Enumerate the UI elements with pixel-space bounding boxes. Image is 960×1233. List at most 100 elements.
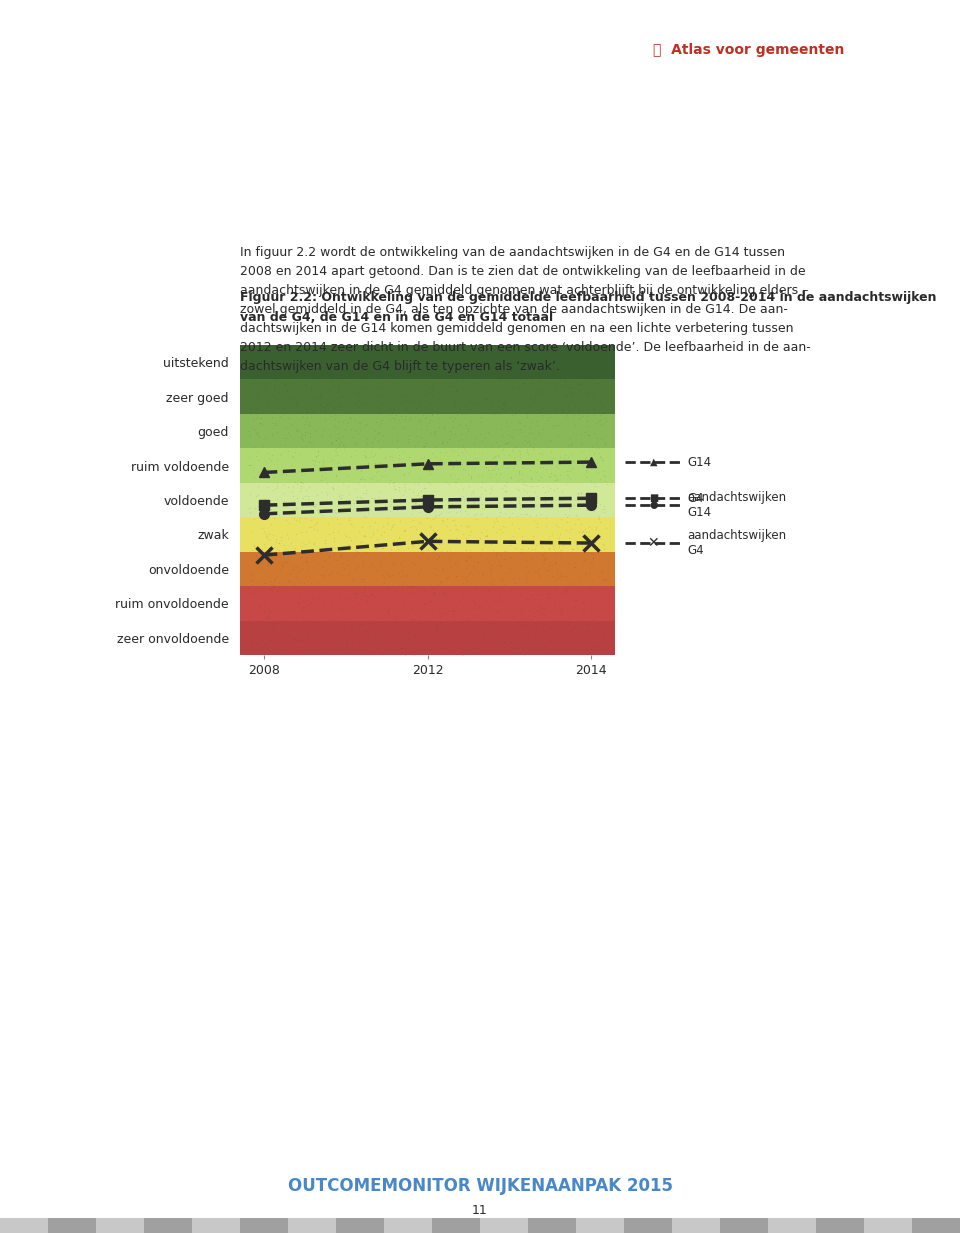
Point xyxy=(262,555,277,575)
Point xyxy=(476,609,492,629)
Point xyxy=(489,545,504,565)
Point xyxy=(299,567,314,587)
Point xyxy=(272,374,287,393)
Point xyxy=(429,520,444,540)
Point xyxy=(579,525,594,545)
Point xyxy=(438,582,453,602)
Point xyxy=(401,448,417,467)
Point xyxy=(288,365,303,385)
Point xyxy=(331,399,347,419)
Point xyxy=(313,460,328,480)
Point xyxy=(502,343,517,363)
Point xyxy=(562,528,577,547)
Point xyxy=(550,567,565,587)
Point xyxy=(469,497,485,517)
Point xyxy=(411,613,426,633)
Point xyxy=(492,369,507,388)
Point xyxy=(259,636,275,656)
Point xyxy=(318,533,333,552)
Point xyxy=(248,424,263,444)
Point xyxy=(475,356,491,376)
Point xyxy=(473,598,489,618)
Point xyxy=(498,477,514,497)
Point xyxy=(520,629,536,649)
Point xyxy=(285,448,300,467)
Point xyxy=(473,412,489,432)
Point xyxy=(411,396,426,416)
Point xyxy=(308,387,324,407)
Point xyxy=(259,337,275,356)
Point xyxy=(380,508,396,528)
Point xyxy=(522,418,538,438)
Point xyxy=(349,473,365,493)
Point xyxy=(596,503,612,523)
Point xyxy=(421,382,437,402)
Point xyxy=(521,359,537,379)
Point xyxy=(579,412,594,432)
Point xyxy=(533,363,548,382)
Point xyxy=(596,583,612,603)
Point xyxy=(243,637,258,657)
Point xyxy=(243,427,258,446)
Point xyxy=(302,423,318,443)
Point xyxy=(263,460,278,480)
Point xyxy=(301,477,317,497)
Point xyxy=(511,518,526,538)
Point xyxy=(317,593,332,613)
Text: OUTCOMEMONITOR WIJKENAANPAK 2015: OUTCOMEMONITOR WIJKENAANPAK 2015 xyxy=(287,1178,673,1195)
Point xyxy=(435,512,450,531)
Point xyxy=(505,419,520,439)
Point xyxy=(371,499,386,519)
Point xyxy=(332,366,348,386)
Point xyxy=(394,566,409,586)
Point xyxy=(443,556,458,576)
Point xyxy=(427,507,443,526)
Point xyxy=(458,529,473,549)
Point xyxy=(528,482,543,502)
Point xyxy=(390,635,405,655)
Point xyxy=(357,416,372,435)
Point xyxy=(530,613,545,633)
Point xyxy=(343,403,358,423)
Point xyxy=(498,402,514,422)
Point xyxy=(440,433,455,453)
Point xyxy=(444,340,460,360)
Point xyxy=(491,391,506,411)
Point xyxy=(564,382,579,402)
Point xyxy=(357,354,372,374)
Point xyxy=(258,503,274,523)
Point xyxy=(372,497,387,517)
Point xyxy=(364,528,379,547)
Point xyxy=(270,476,285,496)
Point xyxy=(340,642,355,662)
Point xyxy=(405,577,420,597)
Point xyxy=(461,518,476,538)
Point xyxy=(377,369,393,388)
Point xyxy=(460,571,475,591)
Point xyxy=(270,490,285,509)
Point xyxy=(341,563,356,583)
Point xyxy=(572,588,588,608)
Point xyxy=(482,563,497,583)
Point xyxy=(540,481,555,501)
Point xyxy=(583,576,598,596)
Bar xyxy=(864,1218,912,1233)
Point xyxy=(392,526,407,546)
Point xyxy=(541,526,557,546)
Point xyxy=(524,549,540,568)
Point xyxy=(506,635,521,655)
Point xyxy=(268,597,283,616)
Point xyxy=(309,501,324,520)
Point xyxy=(479,549,494,568)
Point xyxy=(351,636,367,656)
Point xyxy=(489,523,504,543)
Point xyxy=(246,374,261,393)
Point xyxy=(416,459,431,478)
Point xyxy=(541,478,557,498)
Point xyxy=(306,533,322,552)
Point xyxy=(260,443,276,462)
Point xyxy=(527,337,542,356)
Point xyxy=(440,547,455,567)
Point xyxy=(525,439,540,459)
Point xyxy=(393,554,408,573)
